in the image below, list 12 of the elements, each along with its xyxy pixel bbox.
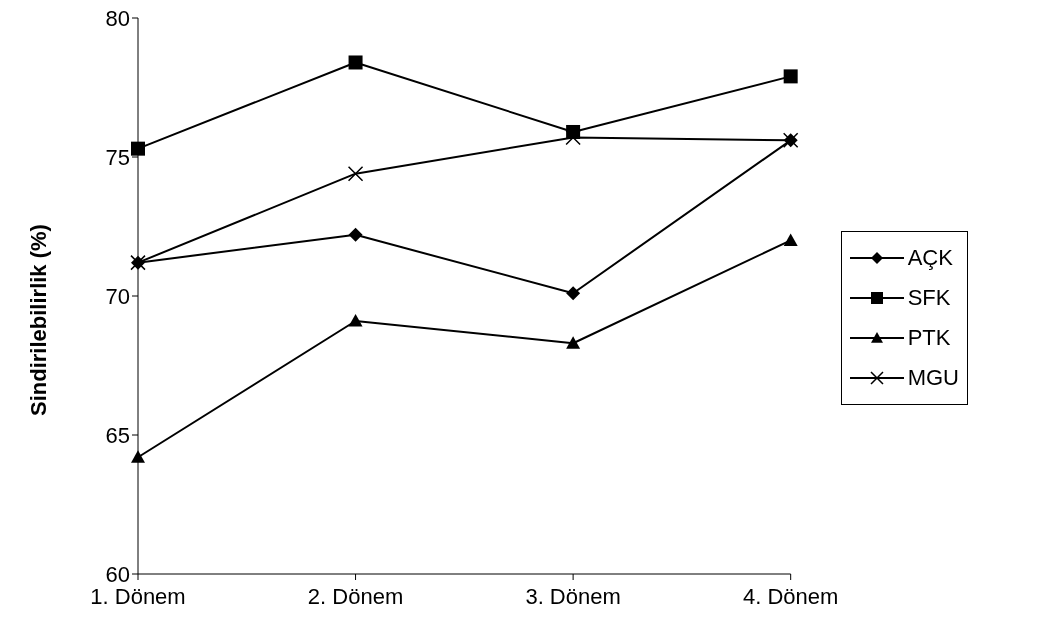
y-tick-label: 65 [105, 422, 130, 448]
x-tick-label: 2. Dönem [307, 583, 404, 609]
y-tick-label: 70 [105, 283, 130, 309]
x-tick-label: 4. Dönem [742, 583, 839, 609]
y-tick-label: 75 [105, 144, 130, 170]
legend-label: MGU [907, 365, 959, 391]
y-tick-label: 80 [105, 5, 130, 31]
y-axis-title: Sindirilebilirlik (%) [25, 224, 51, 416]
legend-label: AÇK [907, 245, 953, 271]
legend-label: SFK [907, 285, 951, 311]
legend-label: PTK [907, 325, 951, 351]
x-tick-label: 3. Dönem [525, 583, 621, 609]
